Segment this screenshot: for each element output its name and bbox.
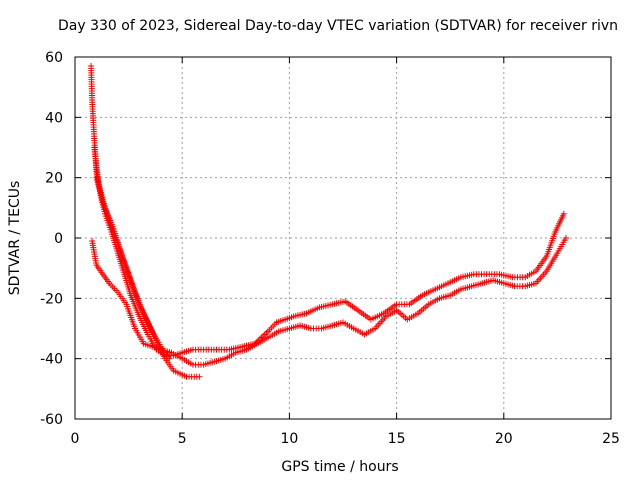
x-tick-label: 20	[495, 431, 513, 447]
x-tick-label: 0	[71, 431, 80, 447]
y-tick-label: 0	[54, 231, 63, 247]
data-point	[562, 235, 569, 241]
x-axis-label: GPS time / hours	[281, 459, 398, 475]
y-tick-label: -60	[40, 412, 63, 428]
x-tick-label: 10	[280, 431, 298, 447]
chart-title: Day 330 of 2023, Sidereal Day-to-day VTE…	[58, 18, 618, 34]
data-point	[196, 373, 203, 380]
data-point	[560, 210, 567, 217]
x-tick-label: 25	[602, 431, 620, 447]
y-tick-label: -20	[40, 291, 63, 307]
y-tick-label: 40	[45, 110, 63, 126]
x-tick-label: 5	[178, 431, 187, 447]
data-points	[88, 63, 569, 380]
y-axis-label: SDTVAR / TECUs	[7, 181, 23, 296]
data-point	[166, 355, 173, 362]
y-tick-label: 20	[45, 171, 63, 187]
x-tick-label: 15	[388, 431, 406, 447]
axis-ticks: 0 5 10 15 20 25 -60 -40 -20 0 20 40 60	[40, 50, 620, 447]
grid-lines	[75, 57, 611, 419]
y-tick-label: -40	[40, 352, 63, 368]
y-tick-label: 60	[45, 50, 63, 66]
